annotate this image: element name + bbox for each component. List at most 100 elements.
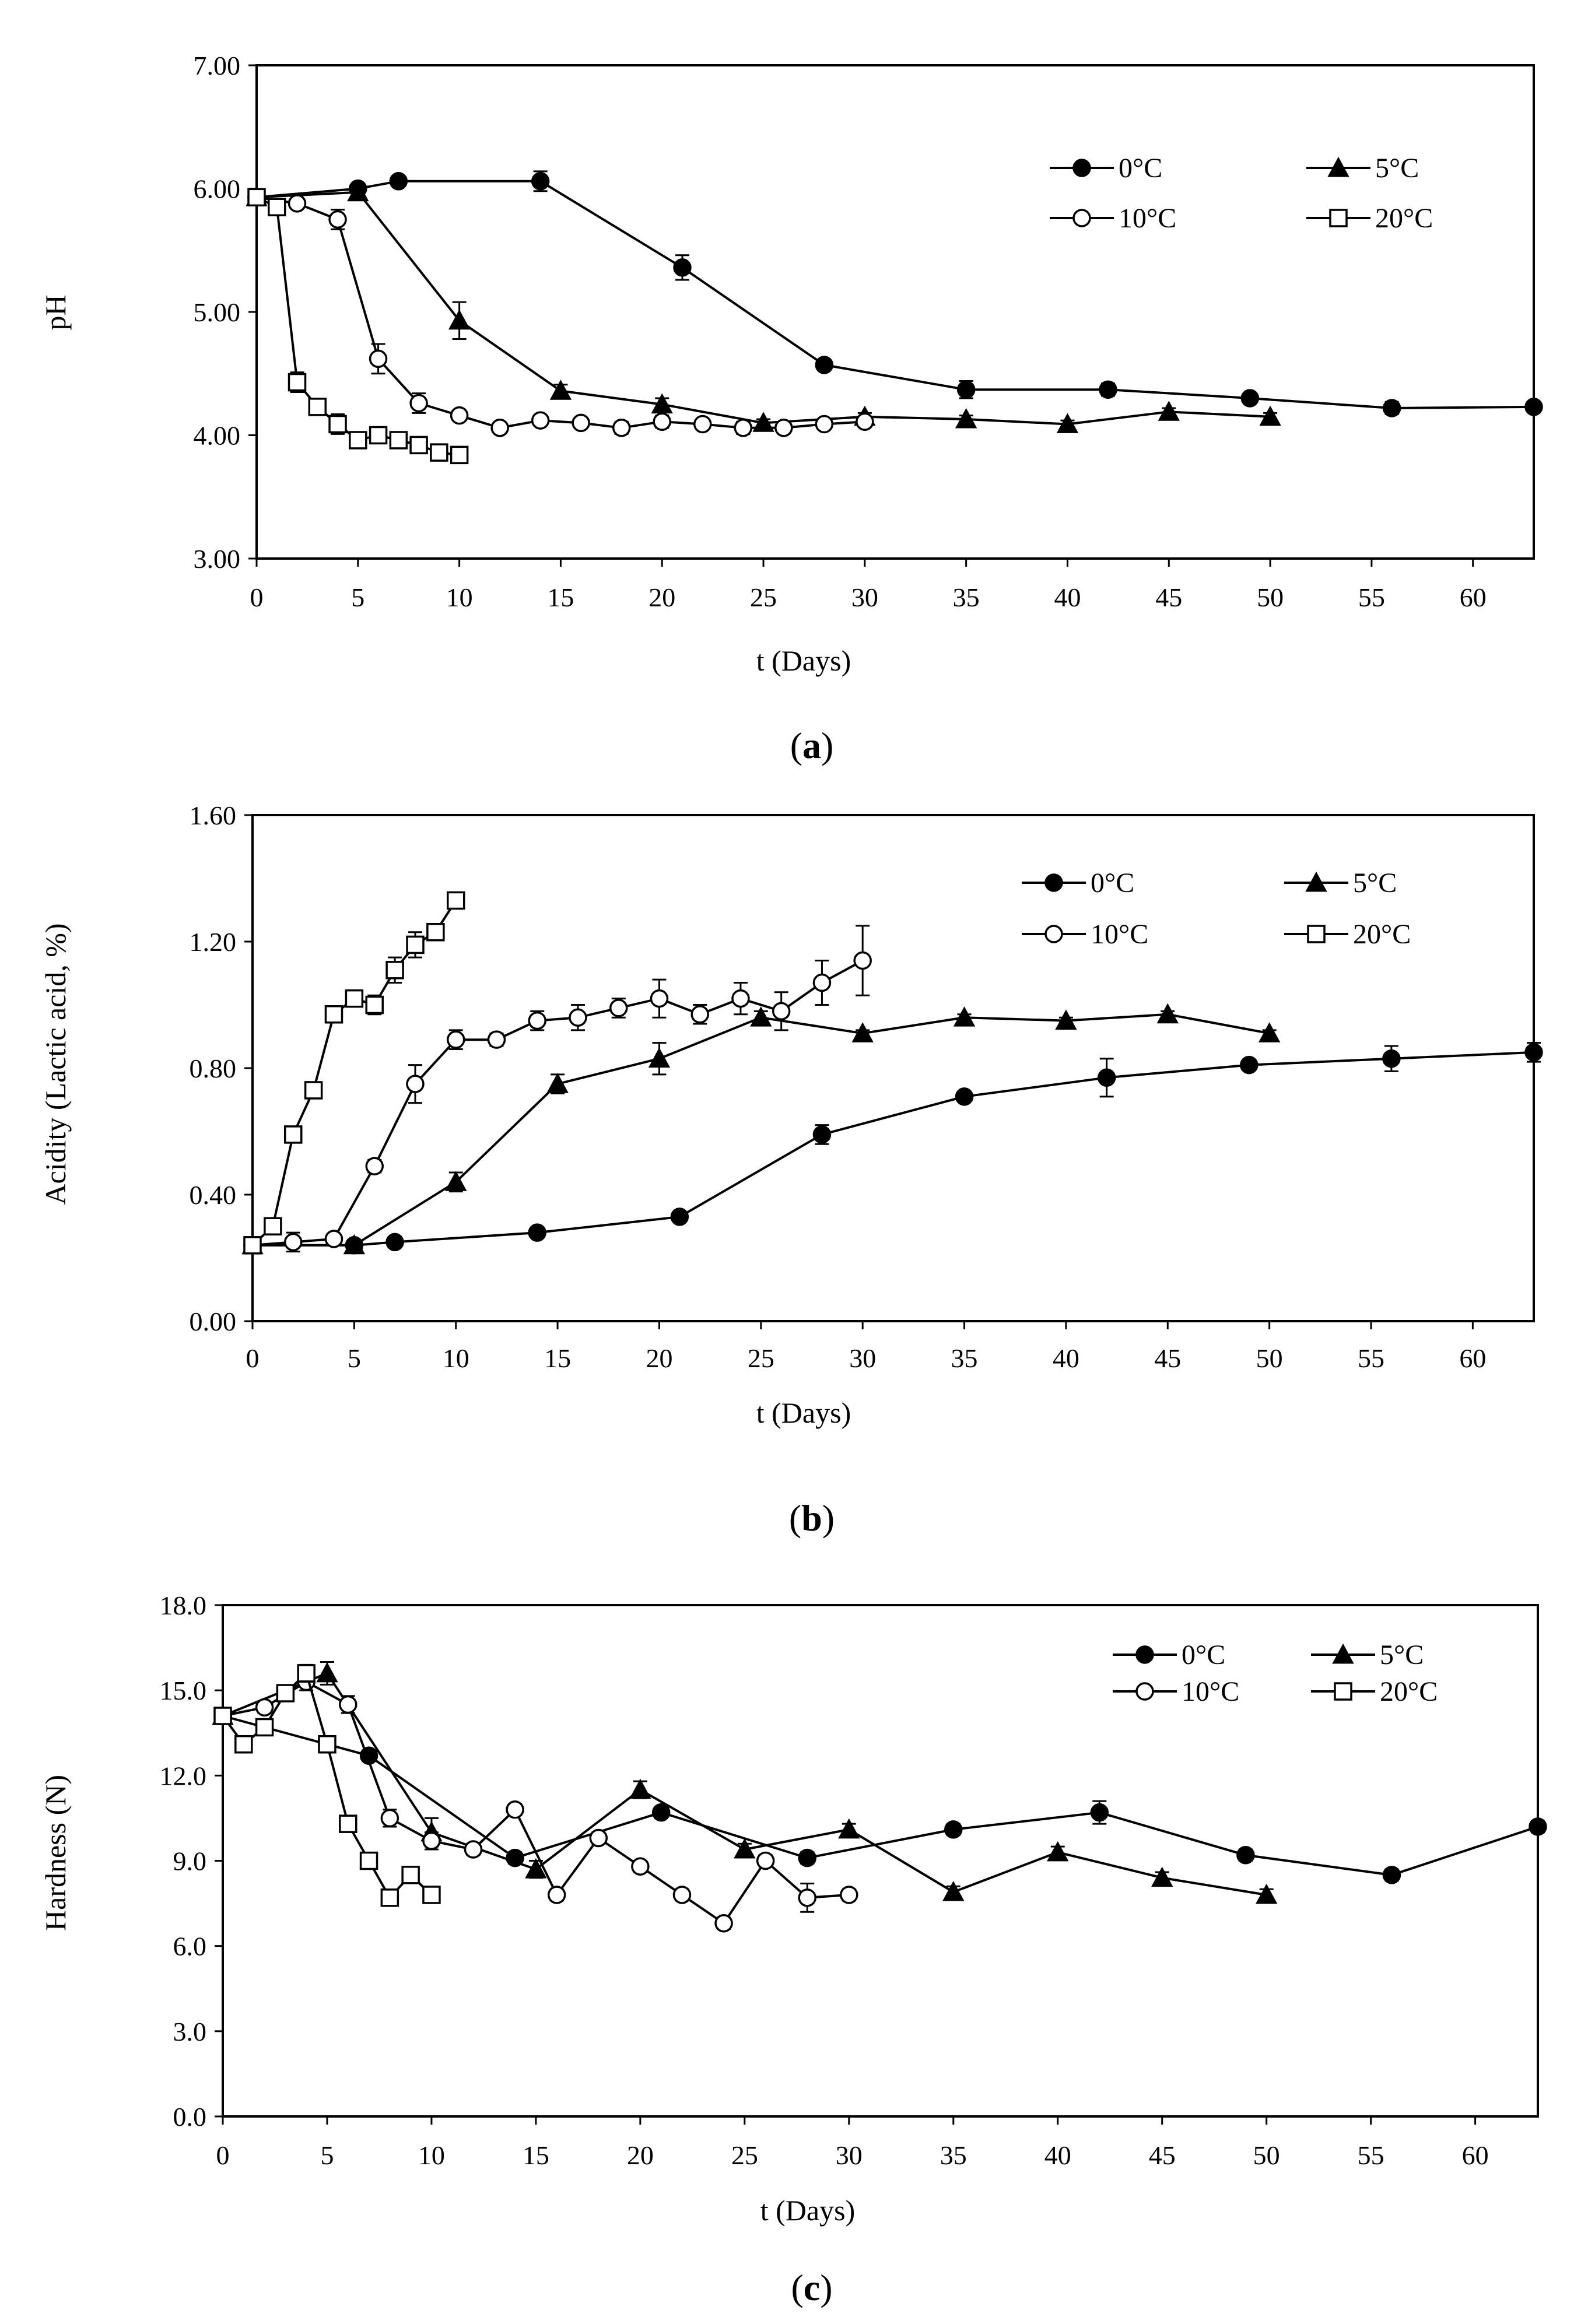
y-tick-label: 18.0 <box>160 1591 207 1620</box>
legend-label: 0°C <box>1119 153 1162 184</box>
data-point <box>714 1914 733 1933</box>
data-point <box>406 935 425 954</box>
x-tick-label: 35 <box>953 582 980 612</box>
x-tick-label: 40 <box>1044 2140 1071 2170</box>
x-axis-label: t (Days) <box>760 2194 855 2227</box>
data-point <box>1151 1866 1173 1887</box>
data-point <box>247 188 266 207</box>
data-point <box>422 1831 441 1851</box>
legend-label: 5°C <box>1353 868 1397 898</box>
y-tick-label: 4.00 <box>194 421 241 451</box>
data-point <box>1055 1009 1077 1030</box>
data-point <box>631 1857 650 1876</box>
legend-marker <box>1135 1682 1154 1701</box>
legend-label: 5°C <box>1375 153 1419 184</box>
x-tick-label: 60 <box>1462 2140 1489 2170</box>
data-point <box>531 411 550 430</box>
y-tick-label: 5.00 <box>194 297 241 327</box>
data-point <box>812 973 832 992</box>
data-point <box>944 1820 963 1839</box>
x-tick-label: 25 <box>748 1343 774 1373</box>
x-axis-label: t (Days) <box>756 644 851 677</box>
x-tick-label: 5 <box>348 1343 361 1373</box>
data-point <box>255 1718 274 1737</box>
y-tick-label: 0.0 <box>173 2102 207 2132</box>
legend-label: 20°C <box>1375 203 1433 234</box>
plot-frame <box>222 1604 1539 2118</box>
data-point <box>446 1030 465 1049</box>
data-point <box>750 1006 772 1027</box>
data-point <box>450 406 469 425</box>
series-0c <box>247 170 1543 417</box>
data-point <box>589 1828 608 1848</box>
data-point <box>349 431 367 450</box>
data-point <box>448 309 471 330</box>
data-point <box>450 445 469 465</box>
data-point <box>955 1087 974 1106</box>
x-tick-label: 5 <box>351 582 364 612</box>
x-tick-label: 50 <box>1253 2140 1280 2170</box>
x-tick-label: 0 <box>246 1343 260 1373</box>
data-point <box>1382 1049 1401 1068</box>
legend-item: 10°C <box>1050 203 1176 234</box>
data-point <box>531 172 550 191</box>
data-point <box>446 891 465 910</box>
data-point <box>464 1840 483 1859</box>
data-point <box>365 995 384 1014</box>
data-point <box>276 1684 295 1702</box>
data-point <box>651 1803 671 1822</box>
x-tick-label: 10 <box>443 1343 469 1373</box>
legend-item: 20°C <box>1284 919 1411 950</box>
x-tick-label: 0 <box>216 2140 230 2170</box>
data-point <box>1047 1841 1069 1862</box>
data-point <box>653 412 671 431</box>
legend-item: 10°C <box>1022 919 1148 950</box>
legend: 0°C 5°C 10°C 20°C <box>1050 153 1433 234</box>
data-point <box>359 1851 378 1870</box>
x-tick-label: 35 <box>951 1343 978 1373</box>
series-0c <box>213 1707 1547 1884</box>
data-point <box>1090 1803 1109 1822</box>
chart-panel-c: Hardness (N) t (Days) (c) 0°C 5°C 10°C 20°C… <box>39 1591 1547 2308</box>
data-point <box>1256 1883 1278 1904</box>
data-point <box>812 1125 832 1144</box>
data-point <box>343 1234 366 1255</box>
y-axis-label: Acidity (Lactic acid, %) <box>39 923 72 1205</box>
data-point <box>389 431 408 450</box>
data-point <box>851 1022 874 1042</box>
series-10c <box>247 188 874 437</box>
x-tick-label: 30 <box>836 2140 863 2170</box>
x-tick-label: 0 <box>250 582 264 612</box>
y-tick-label: 6.0 <box>173 1932 207 1961</box>
data-point <box>612 419 631 437</box>
y-tick-label: 0.40 <box>190 1180 237 1210</box>
x-tick-label: 40 <box>1054 582 1081 612</box>
legend-label: 0°C <box>1182 1640 1225 1670</box>
data-point <box>1259 405 1281 426</box>
legend-item: 20°C <box>1306 203 1433 234</box>
data-point <box>318 1735 336 1754</box>
legend-item: 0°C <box>1113 1640 1225 1670</box>
data-point <box>487 1030 506 1049</box>
y-tick-label: 3.0 <box>173 2017 207 2046</box>
legend-item: 20°C <box>1311 1676 1438 1707</box>
legend-marker <box>1072 209 1091 227</box>
legend: 0°C 5°C 10°C 20°C <box>1113 1640 1438 1707</box>
x-tick-label: 35 <box>940 2140 967 2170</box>
data-point <box>693 415 712 434</box>
data-point <box>409 394 428 413</box>
legend-label: 10°C <box>1119 203 1176 234</box>
data-point <box>1097 1068 1116 1087</box>
data-point <box>1382 399 1401 417</box>
caption-a: (a) <box>790 725 834 766</box>
x-tick-label: 55 <box>1358 582 1385 612</box>
data-point <box>953 1006 976 1027</box>
x-tick-label: 55 <box>1358 2140 1384 2170</box>
data-point <box>670 1207 689 1226</box>
caption-c: (c) <box>791 2267 832 2308</box>
data-point <box>549 380 572 400</box>
x-tick-label: 25 <box>750 582 777 612</box>
series-line <box>256 196 865 429</box>
data-point <box>731 989 750 1008</box>
